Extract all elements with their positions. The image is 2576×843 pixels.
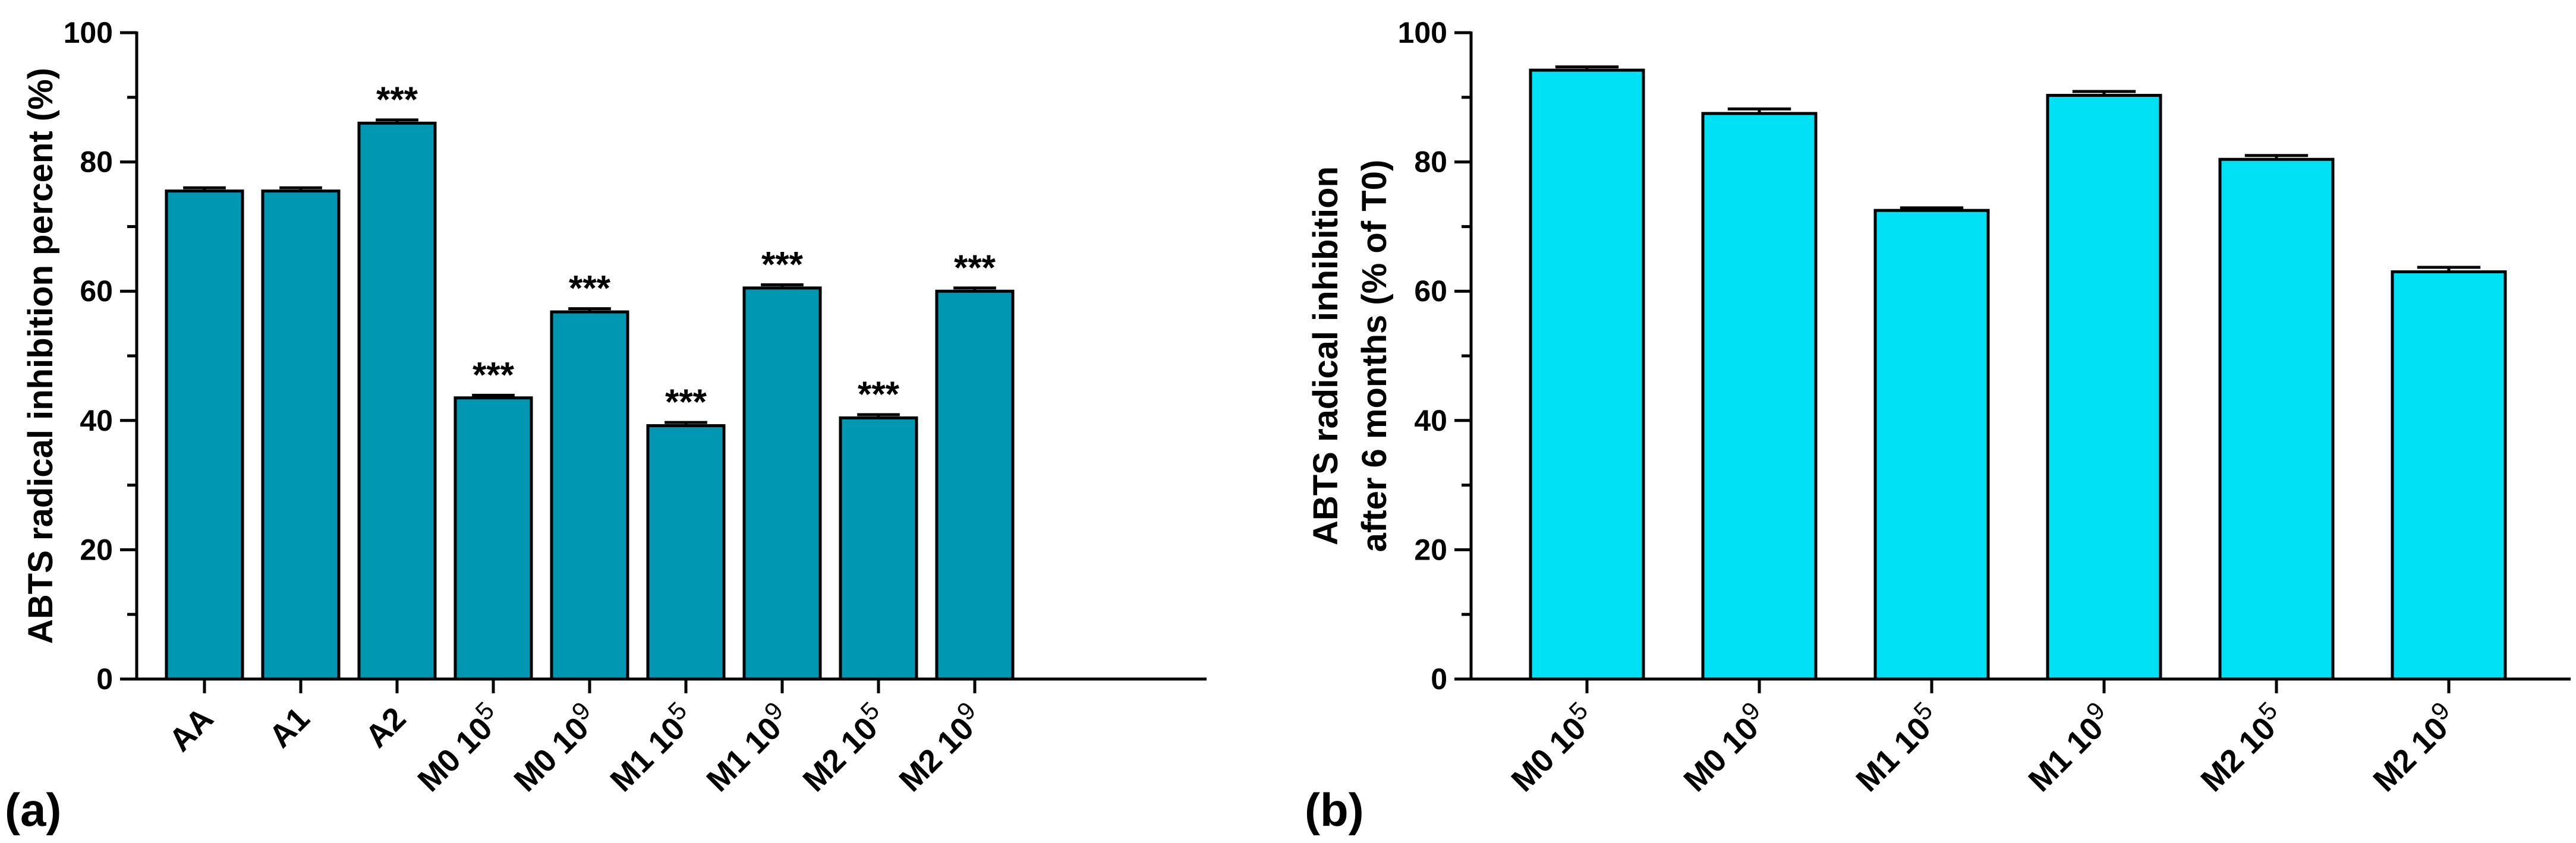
x-category-label: AA xyxy=(162,700,221,759)
x-category-label: M1 105 xyxy=(599,696,701,798)
x-category-label: A1 xyxy=(262,700,316,754)
y-tick-label: 100 xyxy=(64,16,113,49)
x-category-label: M0 105 xyxy=(1500,696,1602,798)
y-tick-label: 20 xyxy=(80,533,113,566)
y-tick-label: 80 xyxy=(80,146,113,179)
x-category-label-base: M1 10 xyxy=(603,711,692,799)
significance-label: *** xyxy=(954,248,996,288)
y-tick-label: 20 xyxy=(1414,533,1447,566)
x-category-label-base: M2 10 xyxy=(2366,711,2455,799)
x-category-label: M2 109 xyxy=(2362,696,2464,798)
y-tick-label: 80 xyxy=(1414,146,1447,179)
significance-label: *** xyxy=(569,269,611,308)
chart-panel-b: 0 20 40 60 80 100 ABTS radical inhibition after… xyxy=(1305,16,2571,836)
y-tick-label: 100 xyxy=(1398,16,1447,49)
x-category-label: M1 109 xyxy=(2017,696,2120,798)
x-category-label-base: M2 10 xyxy=(892,711,981,799)
x-category-label-base: M1 10 xyxy=(700,711,788,799)
bar xyxy=(2046,94,2162,681)
x-category-label-base: A2 xyxy=(358,700,412,754)
x-category-label: M0 105 xyxy=(407,696,509,798)
significance-label: *** xyxy=(376,80,418,119)
bar xyxy=(646,424,726,681)
x-category-label-base: M1 10 xyxy=(2021,711,2110,799)
x-category-label-base: M0 10 xyxy=(1504,711,1593,799)
x-category-label-base: M0 10 xyxy=(411,711,499,799)
bar xyxy=(1529,68,1645,681)
bar xyxy=(742,286,822,681)
x-category-label: M2 105 xyxy=(2190,696,2292,798)
panel-label: (a) xyxy=(5,784,61,836)
x-category-label: M1 105 xyxy=(1845,696,1947,798)
x-category-label: M0 109 xyxy=(503,696,605,798)
x-category-label: M2 105 xyxy=(792,696,894,798)
x-category-label: M2 109 xyxy=(888,696,990,798)
y-axis-title: after 6 months (% of T0) xyxy=(1355,160,1394,552)
significance-label: *** xyxy=(858,374,900,414)
panel-label: (b) xyxy=(1305,784,1364,836)
y-axis-title: ABTS radical inhibition xyxy=(1306,166,1345,545)
bar xyxy=(1873,209,1990,681)
bar xyxy=(839,416,918,681)
significance-label: *** xyxy=(665,382,707,422)
significance-label: *** xyxy=(473,355,515,394)
bar xyxy=(550,310,629,681)
y-tick-label: 60 xyxy=(1414,274,1447,308)
x-category-label-base: AA xyxy=(162,700,221,759)
significance-label: *** xyxy=(761,244,804,284)
y-tick-label: 60 xyxy=(80,274,113,308)
y-axis-title: ABTS radical inhibition percent (%) xyxy=(21,68,60,644)
x-category-label-base: M2 10 xyxy=(2194,711,2282,799)
y-tick-label: 40 xyxy=(80,404,113,437)
y-tick-label: 0 xyxy=(96,662,113,696)
y-tick-label: 40 xyxy=(1414,404,1447,437)
x-category-label-base: M2 10 xyxy=(796,711,884,799)
bar xyxy=(2391,270,2507,681)
bar xyxy=(454,396,533,681)
x-category-label: A2 xyxy=(358,700,412,754)
x-category-label-base: A1 xyxy=(262,700,316,754)
bar xyxy=(165,190,244,681)
x-category-label: M1 109 xyxy=(695,696,798,798)
bar xyxy=(1701,112,1818,681)
y-tick-label: 0 xyxy=(1431,662,1447,696)
x-category-label-base: M1 10 xyxy=(1849,711,1938,799)
x-category-label: M0 109 xyxy=(1673,696,1775,798)
bar xyxy=(357,121,437,681)
bar xyxy=(935,289,1015,681)
x-category-label-base: M0 10 xyxy=(1677,711,1765,799)
x-category-label-base: M0 10 xyxy=(507,711,596,799)
bar xyxy=(2218,157,2335,681)
bar xyxy=(261,190,341,681)
